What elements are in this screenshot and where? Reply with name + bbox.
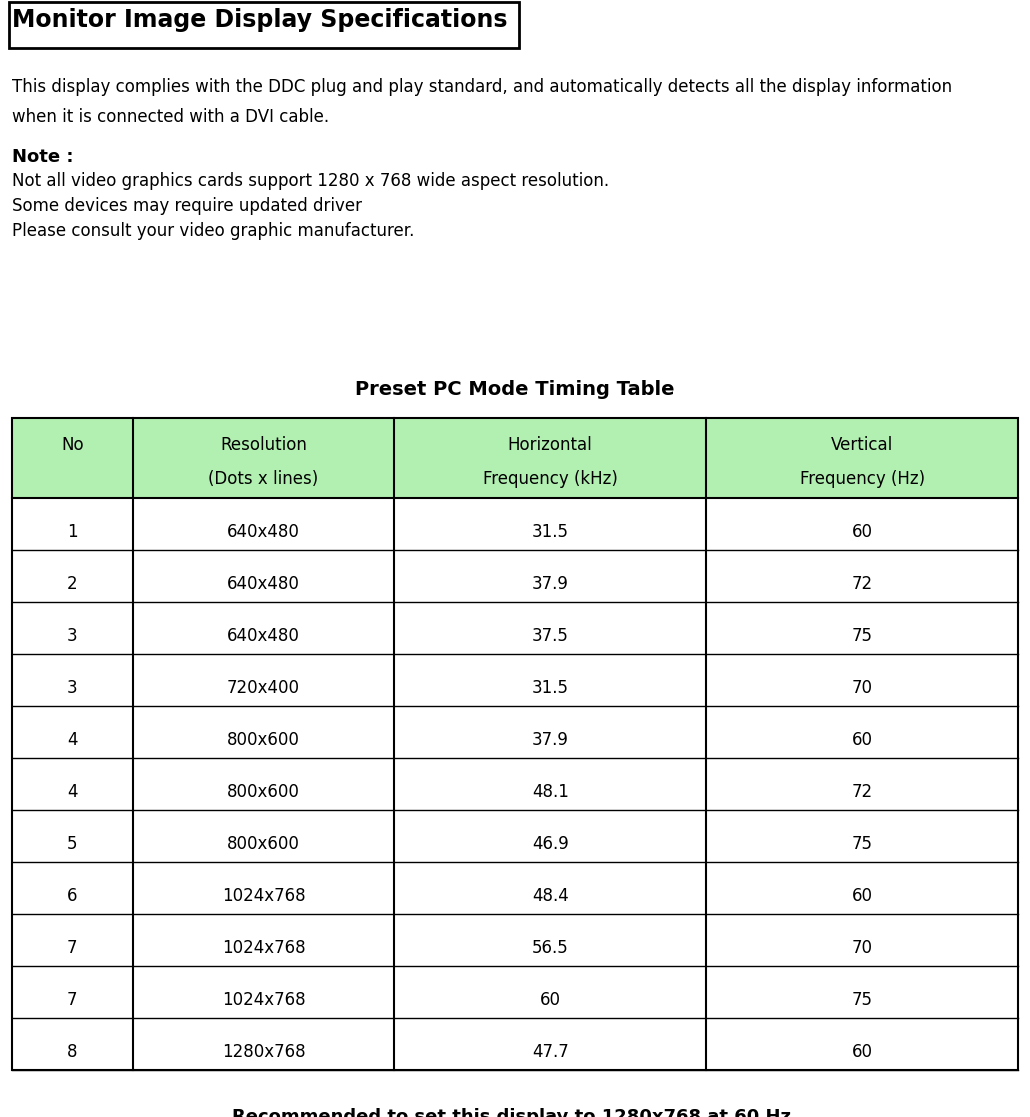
Text: Some devices may require updated driver: Some devices may require updated driver bbox=[12, 197, 362, 214]
Text: Frequency (kHz): Frequency (kHz) bbox=[483, 470, 618, 488]
Text: This display complies with the DDC plug and play standard, and automatically det: This display complies with the DDC plug … bbox=[12, 78, 952, 96]
Text: Monitor Image Display Specifications: Monitor Image Display Specifications bbox=[12, 8, 508, 32]
Bar bbox=[133, 418, 394, 498]
Text: 75: 75 bbox=[852, 991, 872, 1009]
Text: Please consult your video graphic manufacturer.: Please consult your video graphic manufa… bbox=[12, 222, 414, 240]
Text: 48.4: 48.4 bbox=[531, 887, 569, 905]
Text: 1: 1 bbox=[67, 523, 77, 541]
Text: 4: 4 bbox=[67, 783, 77, 801]
Bar bbox=[12, 758, 1018, 810]
Text: Not all video graphics cards support 1280 x 768 wide aspect resolution.: Not all video graphics cards support 128… bbox=[12, 172, 609, 190]
Text: 60: 60 bbox=[540, 991, 560, 1009]
Text: 3: 3 bbox=[67, 679, 77, 697]
Bar bbox=[12, 1018, 1018, 1070]
Text: 640x480: 640x480 bbox=[227, 523, 300, 541]
Text: 75: 75 bbox=[852, 627, 872, 645]
Text: 60: 60 bbox=[852, 731, 872, 750]
Bar bbox=[12, 810, 1018, 862]
Bar bbox=[394, 418, 707, 498]
Text: when it is connected with a DVI cable.: when it is connected with a DVI cable. bbox=[12, 108, 330, 126]
Bar bbox=[12, 418, 133, 498]
Bar bbox=[12, 706, 1018, 758]
Text: Note :: Note : bbox=[12, 147, 73, 166]
Text: 31.5: 31.5 bbox=[531, 679, 569, 697]
Text: 640x480: 640x480 bbox=[227, 575, 300, 593]
Text: 75: 75 bbox=[852, 836, 872, 853]
Text: 5: 5 bbox=[67, 836, 77, 853]
Text: 48.1: 48.1 bbox=[531, 783, 569, 801]
Text: 4: 4 bbox=[67, 731, 77, 750]
Text: 60: 60 bbox=[852, 1043, 872, 1061]
Text: 47.7: 47.7 bbox=[531, 1043, 569, 1061]
Text: (Dots x lines): (Dots x lines) bbox=[208, 470, 318, 488]
Text: 1280x768: 1280x768 bbox=[221, 1043, 305, 1061]
Text: 6: 6 bbox=[67, 887, 77, 905]
Bar bbox=[12, 498, 1018, 550]
Bar bbox=[707, 418, 1018, 498]
Text: 72: 72 bbox=[852, 575, 872, 593]
Text: No: No bbox=[61, 436, 83, 454]
Text: 70: 70 bbox=[852, 939, 872, 957]
Text: 70: 70 bbox=[852, 679, 872, 697]
Text: Preset PC Mode Timing Table: Preset PC Mode Timing Table bbox=[355, 380, 675, 399]
Text: Resolution: Resolution bbox=[220, 436, 307, 454]
Text: 37.5: 37.5 bbox=[531, 627, 569, 645]
Text: 3: 3 bbox=[67, 627, 77, 645]
Text: 7: 7 bbox=[67, 991, 77, 1009]
Text: 8: 8 bbox=[67, 1043, 77, 1061]
Bar bbox=[12, 966, 1018, 1018]
Text: 1024x768: 1024x768 bbox=[221, 991, 305, 1009]
Text: 1024x768: 1024x768 bbox=[221, 887, 305, 905]
Text: 7: 7 bbox=[67, 939, 77, 957]
Text: Frequency (Hz): Frequency (Hz) bbox=[799, 470, 925, 488]
Text: 60: 60 bbox=[852, 523, 872, 541]
Text: 800x600: 800x600 bbox=[227, 731, 300, 750]
Text: 60: 60 bbox=[852, 887, 872, 905]
Bar bbox=[9, 2, 519, 48]
Bar bbox=[12, 862, 1018, 914]
Bar bbox=[12, 418, 1018, 1070]
Bar bbox=[12, 914, 1018, 966]
Text: 37.9: 37.9 bbox=[531, 731, 569, 750]
Text: 800x600: 800x600 bbox=[227, 783, 300, 801]
Text: 37.9: 37.9 bbox=[531, 575, 569, 593]
Text: 640x480: 640x480 bbox=[227, 627, 300, 645]
Text: 56.5: 56.5 bbox=[531, 939, 569, 957]
Text: 720x400: 720x400 bbox=[227, 679, 300, 697]
Text: 46.9: 46.9 bbox=[531, 836, 569, 853]
Text: 1024x768: 1024x768 bbox=[221, 939, 305, 957]
Text: Vertical: Vertical bbox=[831, 436, 893, 454]
Text: 2: 2 bbox=[67, 575, 77, 593]
Text: 72: 72 bbox=[852, 783, 872, 801]
Text: 31.5: 31.5 bbox=[531, 523, 569, 541]
Bar bbox=[12, 653, 1018, 706]
Bar bbox=[12, 602, 1018, 653]
Text: Horizontal: Horizontal bbox=[508, 436, 592, 454]
Text: 800x600: 800x600 bbox=[227, 836, 300, 853]
Text: Recommended to set this display to 1280x768 at 60 Hz.: Recommended to set this display to 1280x… bbox=[232, 1108, 798, 1117]
Bar bbox=[12, 550, 1018, 602]
